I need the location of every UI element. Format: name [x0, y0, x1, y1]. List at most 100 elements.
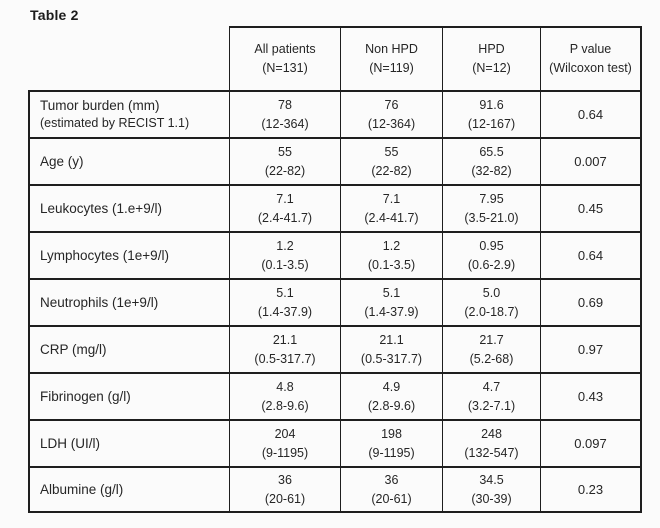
- header-hpd: HPD (N=12): [442, 26, 540, 90]
- p-value-cell: 0.97: [540, 325, 642, 372]
- p-value-cell: 0.23: [540, 466, 642, 513]
- range-value: (0.1-3.5): [367, 257, 416, 272]
- value-cell-all-patients: 21.1 (0.5-317.7): [229, 325, 340, 372]
- row-label-cell: Tumor burden (mm) (estimated by RECIST 1…: [28, 90, 229, 137]
- p-value-cell: 0.45: [540, 184, 642, 231]
- p-value: 0.64: [577, 248, 604, 263]
- median-value: 55: [384, 144, 399, 159]
- range-value: (2.8-9.6): [261, 398, 309, 413]
- value-cell-hpd: 5.0 (2.0-18.7): [442, 278, 540, 325]
- header-n-count: (N=119): [369, 61, 414, 75]
- range-value: (2.4-41.7): [364, 210, 419, 225]
- median-value: 5.0: [482, 285, 501, 300]
- median-value: 204: [274, 426, 296, 441]
- header-non-hpd: Non HPD (N=119): [340, 26, 442, 90]
- range-value: (30-39): [471, 491, 512, 506]
- value-cell-non-hpd: 76 (12-364): [340, 90, 442, 137]
- p-value-cell: 0.007: [540, 137, 642, 184]
- median-value: 248: [481, 426, 502, 441]
- row-label: Fibrinogen (g/l): [40, 388, 131, 404]
- value-cell-all-patients: 1.2 (0.1-3.5): [229, 231, 340, 278]
- value-cell-non-hpd: 21.1 (0.5-317.7): [340, 325, 442, 372]
- header-label: P value: [569, 42, 612, 56]
- p-value: 0.23: [577, 482, 604, 497]
- range-value: (9-1195): [261, 445, 309, 460]
- range-value: (12-364): [261, 116, 309, 131]
- value-cell-hpd: 0.95 (0.6-2.9): [442, 231, 540, 278]
- header-label: Non HPD: [365, 42, 418, 56]
- range-value: (20-61): [371, 491, 412, 506]
- value-cell-hpd: 91.6 (12-167): [442, 90, 540, 137]
- row-label: Albumine (g/l): [40, 481, 124, 497]
- row-label-cell: LDH (UI/l): [28, 419, 229, 466]
- row-label: Leukocytes (1.e+9/l): [40, 200, 162, 216]
- value-cell-all-patients: 36 (20-61): [229, 466, 340, 513]
- p-value-cell: 0.097: [540, 419, 642, 466]
- median-value: 4.7: [482, 379, 501, 394]
- row-label-cell: CRP (mg/l): [28, 325, 229, 372]
- header-n-count: (N=131): [262, 61, 308, 75]
- p-value-cell: 0.64: [540, 90, 642, 137]
- range-value: (0.5-317.7): [254, 351, 316, 366]
- p-value: 0.007: [574, 154, 607, 169]
- range-value: (32-82): [471, 163, 512, 178]
- row-label-cell: Fibrinogen (g/l): [28, 372, 229, 419]
- range-value: (3.2-7.1): [467, 398, 516, 413]
- range-value: (1.4-37.9): [364, 304, 419, 319]
- header-label: All patients: [254, 42, 316, 56]
- value-cell-all-patients: 204 (9-1195): [229, 419, 340, 466]
- median-value: 78: [278, 97, 292, 112]
- header-test-name: (Wilcoxon test): [549, 61, 632, 75]
- range-value: (2.8-9.6): [367, 398, 416, 413]
- median-value: 65.5: [479, 144, 504, 159]
- range-value: (1.4-37.9): [257, 304, 313, 319]
- row-label: Tumor burden (mm): [40, 98, 160, 113]
- header-n-count: (N=12): [472, 61, 511, 75]
- p-value: 0.97: [577, 342, 604, 357]
- table-title: Table 2: [30, 7, 79, 23]
- data-table: All patients (N=131) Non HPD (N=119) HPD…: [28, 26, 642, 513]
- value-cell-all-patients: 78 (12-364): [229, 90, 340, 137]
- median-value: 34.5: [479, 472, 504, 487]
- median-value: 7.1: [276, 191, 294, 206]
- median-value: 198: [381, 426, 402, 441]
- row-label-cell: Leukocytes (1.e+9/l): [28, 184, 229, 231]
- range-value: (12-167): [467, 116, 516, 131]
- range-value: (132-547): [464, 445, 519, 460]
- median-value: 4.8: [276, 379, 294, 394]
- range-value: (0.5-317.7): [360, 351, 423, 366]
- p-value-cell: 0.43: [540, 372, 642, 419]
- value-cell-hpd: 4.7 (3.2-7.1): [442, 372, 540, 419]
- row-label: CRP (mg/l): [40, 341, 107, 357]
- row-label-cell: Age (y): [28, 137, 229, 184]
- value-cell-all-patients: 4.8 (2.8-9.6): [229, 372, 340, 419]
- median-value: 36: [384, 472, 399, 487]
- range-value: (3.5-21.0): [464, 210, 519, 225]
- p-value-cell: 0.64: [540, 231, 642, 278]
- header-all-patients: All patients (N=131): [229, 26, 340, 90]
- value-cell-hpd: 65.5 (32-82): [442, 137, 540, 184]
- row-label: Neutrophils (1e+9/l): [40, 294, 159, 310]
- row-sublabel: (estimated by RECIST 1.1): [40, 116, 190, 130]
- range-value: (20-61): [264, 491, 306, 506]
- value-cell-all-patients: 7.1 (2.4-41.7): [229, 184, 340, 231]
- p-value: 0.097: [574, 436, 607, 451]
- value-cell-non-hpd: 55 (22-82): [340, 137, 442, 184]
- median-value: 4.9: [382, 379, 401, 394]
- median-value: 21.7: [479, 332, 504, 347]
- value-cell-non-hpd: 198 (9-1195): [340, 419, 442, 466]
- p-value: 0.43: [577, 389, 604, 404]
- range-value: (0.6-2.9): [467, 257, 516, 272]
- header-empty-cell: [28, 26, 229, 90]
- median-value: 1.2: [382, 238, 401, 253]
- value-cell-non-hpd: 1.2 (0.1-3.5): [340, 231, 442, 278]
- median-value: 21.1: [272, 332, 298, 347]
- row-label-cell: Albumine (g/l): [28, 466, 229, 513]
- median-value: 36: [278, 472, 292, 487]
- median-value: 5.1: [276, 285, 294, 300]
- median-value: 76: [384, 97, 399, 112]
- value-cell-hpd: 248 (132-547): [442, 419, 540, 466]
- range-value: (12-364): [367, 116, 416, 131]
- row-label-cell: Lymphocytes (1e+9/l): [28, 231, 229, 278]
- value-cell-non-hpd: 7.1 (2.4-41.7): [340, 184, 442, 231]
